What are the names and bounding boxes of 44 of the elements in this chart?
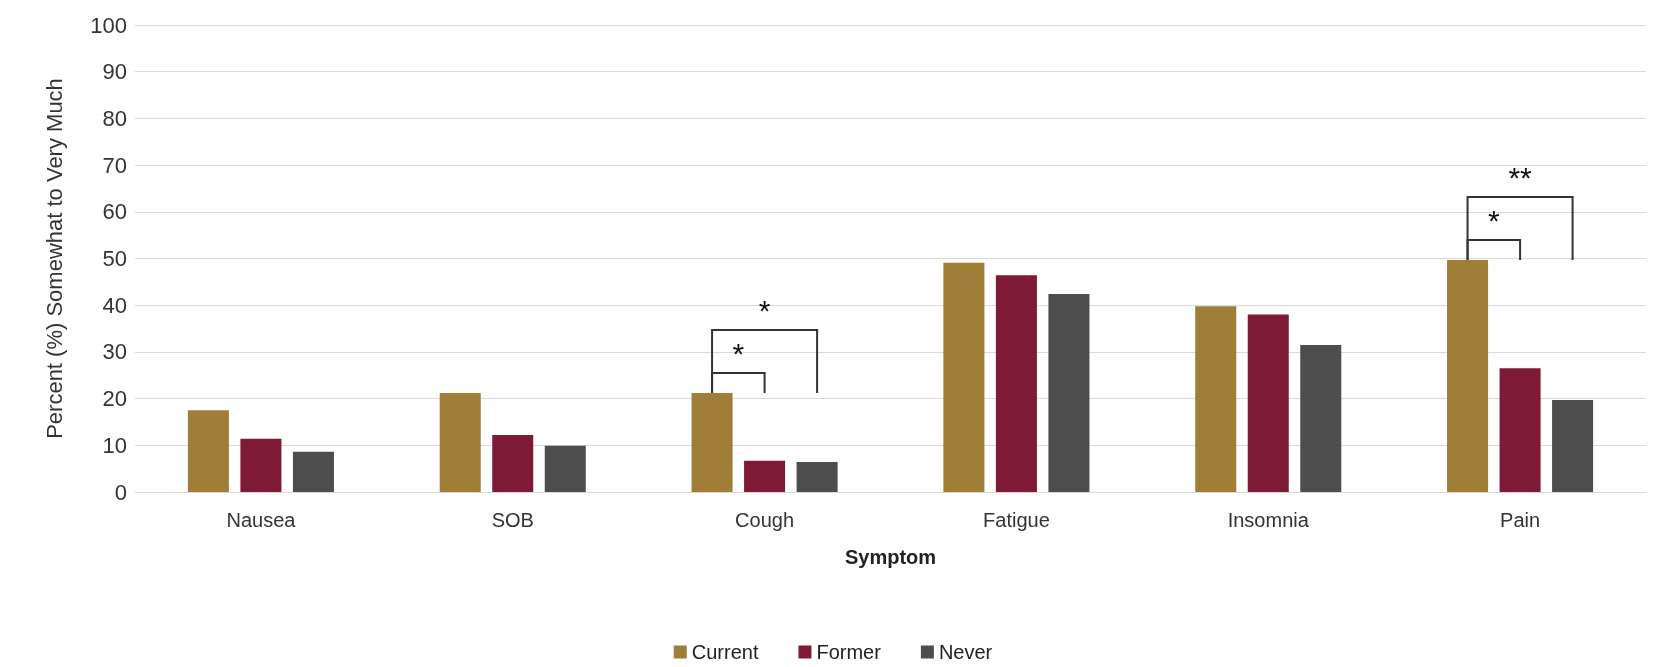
bar (1499, 368, 1541, 492)
x-tick-label: Insomnia (1227, 509, 1310, 531)
y-tick-label: 80 (102, 105, 127, 131)
bar (1300, 344, 1342, 492)
bar (544, 445, 586, 492)
annotation: * (1487, 204, 1500, 238)
bar (691, 393, 733, 492)
x-tick-label: Fatigue (983, 509, 1050, 531)
bar (796, 462, 838, 492)
bar (995, 275, 1037, 492)
y-tick-label: 40 (102, 292, 127, 318)
bar (292, 451, 334, 492)
y-tick-label: 10 (102, 432, 127, 458)
bar (439, 393, 481, 492)
annotation: * (758, 294, 771, 328)
bar (492, 435, 534, 492)
bar (744, 460, 786, 492)
y-tick-label: 30 (102, 339, 127, 365)
y-axis-title: Percent (%) Somewhat to Very Much (41, 78, 67, 439)
annotation: * (732, 337, 745, 371)
bar (1195, 306, 1237, 492)
y-tick-label: 0 (114, 479, 127, 505)
legend-label: Former (816, 641, 882, 663)
bar (943, 262, 985, 492)
x-tick-label: Cough (735, 509, 795, 531)
y-tick-label: 100 (90, 12, 127, 38)
legend-label: Current (691, 641, 759, 663)
bar (1447, 259, 1489, 492)
y-tick-label: 90 (102, 59, 127, 85)
bar (1048, 293, 1090, 492)
x-tick-label: Nausea (226, 509, 297, 531)
x-axis-title: Symptom (844, 546, 937, 568)
x-tick-label: Pain (1500, 509, 1541, 531)
x-tick-label: SOB (491, 509, 534, 531)
bar (1247, 314, 1289, 492)
bar (1552, 400, 1594, 492)
legend-label: Never (938, 641, 993, 663)
bar (240, 438, 282, 492)
y-tick-label: 50 (102, 246, 127, 271)
bar (187, 410, 229, 492)
y-tick-label: 60 (102, 199, 127, 225)
y-tick-label: 70 (102, 152, 127, 178)
annotation: ** (1508, 161, 1533, 195)
y-tick-label: 20 (102, 386, 127, 412)
